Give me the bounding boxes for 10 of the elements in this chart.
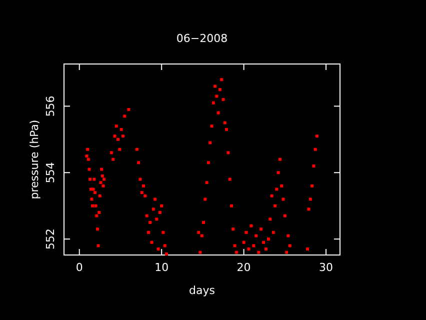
x-tick-label: 30 [319, 260, 334, 274]
x-tick-label: 10 [154, 260, 169, 274]
y-tick-label: 552 [44, 228, 57, 250]
chart-title: 06−2008 [176, 32, 228, 45]
y-tick-label: 556 [44, 96, 57, 117]
y-axis-title: pressure (hPa) [28, 120, 41, 200]
x-tick-label: 0 [76, 260, 83, 274]
x-axis-title: days [189, 284, 216, 297]
y-tick-label: 554 [44, 162, 57, 184]
x-tick-label: 20 [236, 260, 251, 274]
